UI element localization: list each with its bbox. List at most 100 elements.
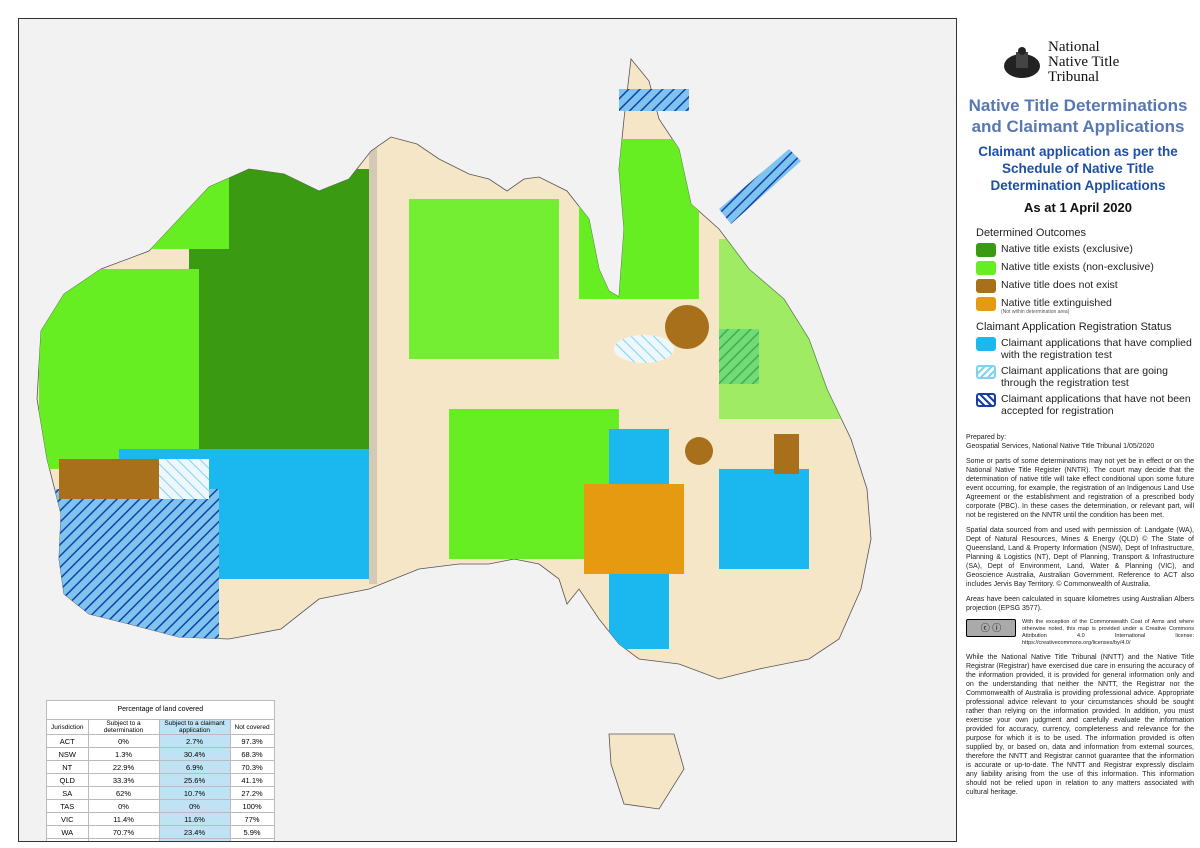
prepared-by-label: Prepared by: [966,434,1007,441]
table-cell: 62% [87,786,160,800]
legend-item: Native title exists (non-exclusive) [976,261,1194,275]
table-cell: 37.3% [229,838,275,841]
legend-label: Native title does not exist [1001,279,1118,291]
table-cell: 10.7% [158,786,231,800]
legend-swatch-icon [976,243,996,257]
table-cell: 6.9% [158,760,231,774]
table-cell: ACT [46,734,89,748]
wa-going-through [159,459,209,499]
table-row: NSW 1.3% 30.4% 68.3% [46,747,275,761]
map-title: Native Title Determinations and Claimant… [968,96,1188,136]
table-cell: NT [46,760,89,774]
license-block: ⓒ ⓘ With the exception of the Commonweal… [966,619,1194,647]
legend-item: Native title exists (exclusive) [976,243,1194,257]
table-row: VIC 11.4% 11.6% 77% [46,812,275,826]
table-cell: 70.7% [87,825,160,839]
table-cell: 0% [87,734,160,748]
disclaimer: While the National Native Title Tribunal… [966,654,1194,796]
qld-east [719,239,849,419]
table-row: WA 70.7% 23.4% 5.9% [46,825,275,839]
map-date: As at 1 April 2020 [1024,200,1132,215]
determination-note: Some or parts of some determinations may… [966,458,1194,519]
license-note: With the exception of the Commonwealth C… [1022,619,1194,646]
hatched-legend-swatch-icon [976,393,996,407]
data-sources-note: Spatial data sourced from and used with … [966,527,1194,588]
legend-swatch-icon [976,297,996,311]
logo-line-2: Native Title [1048,54,1120,70]
table-row: QLD 33.3% 25.6% 41.1% [46,773,275,787]
legend-claimant-heading: Claimant Application Registration Status [976,321,1172,333]
legend-item: Claimant applications that have complied… [976,337,1194,361]
projection-note: Areas have been calculated in square kil… [966,596,1194,612]
col-jurisdiction: Jurisdiction [46,719,89,735]
legend-note: (Not within determination area) [1001,309,1070,315]
legend-label: Claimant applications that are going thr… [1001,365,1168,389]
nsw-claims [719,469,809,569]
table-cell: 41.1% [229,773,275,787]
legend-swatch-icon [976,261,996,275]
table-cell: SA [46,786,89,800]
table-cell: 70.3% [229,760,275,774]
table-cell: 11.4% [87,812,160,826]
table-cell: 33.3% [87,773,160,787]
legend-label: Claimant applications that have complied… [1001,337,1192,361]
table-cell: VIC [46,812,89,826]
table-cell: 43.1% [87,838,160,841]
logo-line-3: Tribunal [1048,69,1100,85]
table-cell: QLD [46,773,89,787]
wa-southwest-not-accepted [39,489,219,649]
table-cell: WA [46,825,89,839]
table-row: ACT 0% 2.7% 97.3% [46,734,275,748]
legend-item: Claimant applications that have not been… [976,393,1194,417]
table-cell: 100% [229,799,275,813]
wa-not-exist [59,459,169,499]
legend-label: Native title extinguished [1001,297,1112,309]
table-cell: Aust [46,838,89,841]
table-cell: 5.9% [229,825,275,839]
legend-item: Native title extinguished (Not within det… [976,297,1194,315]
table-cell: 25.6% [158,773,231,787]
table-cell: 22.9% [87,760,160,774]
col-not-covered: Not covered [229,719,275,735]
legend-determined-heading: Determined Outcomes [976,227,1087,239]
table-cell: 30.4% [158,747,231,761]
nt-nonexclusive [409,199,559,359]
table-cell: 77% [229,812,275,826]
wa-nonexclusive-region [39,269,199,469]
table-cell: 19.6% [158,838,231,841]
col-determination: Subject to a determination [87,719,160,735]
prepared-org: Geospatial Services, National Native Tit… [966,443,1155,450]
side-panel: National Native Title Tribunal Native Ti… [962,40,1194,797]
table-row: TAS 0% 0% 100% [46,799,275,813]
table-row: Aust43.1%19.6%37.3% [46,838,275,841]
kimberley-region [149,169,229,249]
legend-swatch-icon [976,279,996,293]
wa-nt-border [369,134,377,584]
map-subtitle: Claimant application as per the Schedule… [978,144,1178,193]
tasmania [608,733,685,810]
qld-not-exist-2 [685,437,713,465]
table-caption: Percentage of land covered [46,700,275,719]
col-claimant: Subject to a claimant application [158,719,231,735]
australia-map [36,58,872,810]
table-cell: 0% [158,799,231,813]
coverage-table: Percentage of land covered Jurisdiction … [46,700,275,841]
table-cell: 97.3% [229,734,275,748]
qld-north [579,139,699,299]
legend-item: Native title does not exist [976,279,1194,293]
legend-label: Claimant applications that have not been… [1001,393,1191,417]
qld-going-through [614,335,674,363]
legend-item: Claimant applications that are going thr… [976,365,1194,389]
map-frame: Percentage of land covered Jurisdiction … [18,18,957,842]
table-cell: 2.7% [158,734,231,748]
table-row: NT 22.9% 6.9% 70.3% [46,760,275,774]
table-cell: NSW [46,747,89,761]
cc-by-icon: ⓒ ⓘ [966,619,1016,637]
table-cell: 27.2% [229,786,275,800]
nsw-extinguished [584,484,684,574]
hatched-legend-swatch-icon [976,365,996,379]
legend-label: Native title exists (exclusive) [1001,243,1133,255]
coat-of-arms-icon [1004,46,1040,78]
logo-line-1: National [1048,39,1100,55]
qld-not-exist [665,305,709,349]
